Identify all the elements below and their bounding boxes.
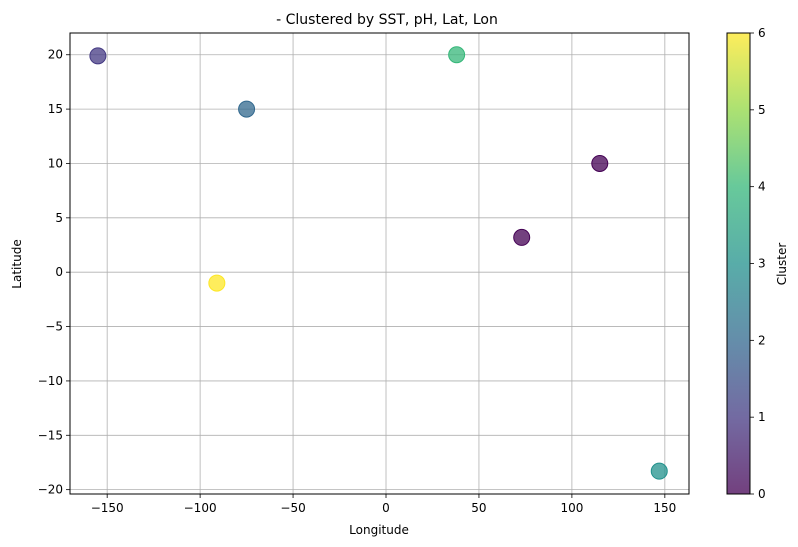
y-tick-label: −5 xyxy=(45,320,63,334)
x-tick-label: 50 xyxy=(471,501,486,515)
y-tick-label: −10 xyxy=(38,374,63,388)
colorbar-label: Cluster xyxy=(775,243,789,286)
data-point xyxy=(650,462,668,480)
grid-lines xyxy=(70,33,689,494)
colorbar-tick-label: 2 xyxy=(758,333,766,347)
colorbar-tick-label: 5 xyxy=(758,103,766,117)
x-tick-label: −50 xyxy=(280,501,305,515)
x-axis-label: Longitude xyxy=(349,523,409,537)
data-points xyxy=(89,46,668,480)
data-point xyxy=(208,274,226,292)
y-axis-label: Latitude xyxy=(10,239,24,288)
colorbar-tick-label: 3 xyxy=(758,257,766,271)
x-tick-label: 100 xyxy=(560,501,583,515)
colorbar-tick-label: 0 xyxy=(758,487,766,501)
x-axis-ticks: −150 −100 −50 0 50 100 150 xyxy=(91,494,676,515)
x-tick-label: −100 xyxy=(184,501,217,515)
x-tick-label: 150 xyxy=(653,501,676,515)
colorbar-tick-label: 6 xyxy=(758,26,766,40)
y-axis-ticks: −20 −15 −10 −5 0 5 10 15 20 xyxy=(38,48,70,497)
plot-frame xyxy=(69,32,690,495)
y-tick-label: 15 xyxy=(48,102,63,116)
data-point xyxy=(591,154,609,172)
colorbar-tick-label: 1 xyxy=(758,410,766,424)
colorbar-ticks: 0 1 2 3 4 5 6 xyxy=(750,26,766,501)
x-tick-label: 0 xyxy=(382,501,390,515)
y-tick-label: −15 xyxy=(38,428,63,442)
data-point xyxy=(238,100,256,118)
colorbar-tick-label: 4 xyxy=(758,180,766,194)
data-point xyxy=(513,228,531,246)
y-tick-label: 0 xyxy=(55,265,63,279)
colorbar-gradient xyxy=(727,33,750,494)
y-tick-label: −20 xyxy=(38,483,63,497)
y-tick-label: 10 xyxy=(48,156,63,170)
data-point xyxy=(448,46,466,64)
data-point xyxy=(89,47,107,65)
y-tick-label: 20 xyxy=(48,48,63,62)
x-tick-label: −150 xyxy=(91,501,124,515)
chart-title: - Clustered by SST, pH, Lat, Lon xyxy=(276,12,498,28)
y-tick-label: 5 xyxy=(55,211,63,225)
